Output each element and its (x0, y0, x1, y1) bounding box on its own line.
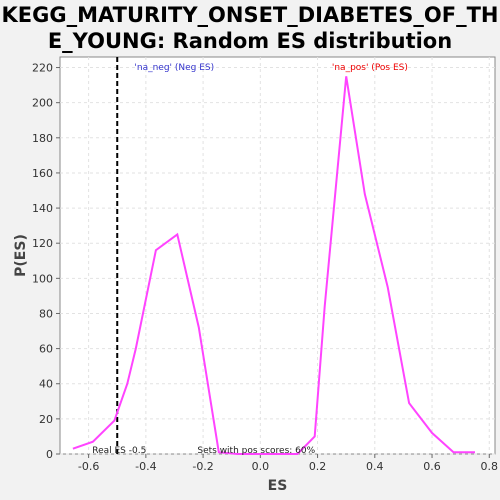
x-tick-label: -0.2 (192, 460, 213, 473)
y-tick-label: 60 (39, 343, 53, 356)
y-tick-label: 120 (32, 237, 53, 250)
grid-lines (60, 57, 495, 455)
real-es-label: Real ES -0.5 (92, 446, 146, 456)
y-tick-label: 180 (32, 132, 53, 145)
x-tick-label: 0.2 (309, 460, 327, 473)
y-tick-label: 80 (39, 307, 53, 320)
y-axis-label: P(ES) (13, 234, 29, 277)
pos-scores-label: Sets with pos scores: 60% (197, 446, 315, 456)
y-tick-label: 0 (46, 448, 53, 461)
y-tick-label: 20 (39, 413, 53, 426)
y-tick-label: 140 (32, 202, 53, 215)
y-tick-label: 220 (32, 62, 53, 75)
y-tick-label: 100 (32, 272, 53, 285)
plot-area (59, 56, 496, 455)
x-axis-label: ES (268, 478, 288, 494)
series-line (72, 76, 475, 455)
x-tick-label: 0.4 (366, 460, 384, 473)
annotation-pos-es: 'na_pos' (Pos ES) (332, 63, 408, 73)
chart-title: KEGG_MATURITY_ONSET_DIABETES_OF_THE_YOUN… (1, 3, 499, 53)
x-tick-label: 0.8 (481, 460, 499, 473)
annotation-neg-es: 'na_neg' (Neg ES) (134, 63, 214, 73)
y-tick-label: 40 (39, 378, 53, 391)
x-tick-label: 0.6 (423, 460, 441, 473)
x-tick-label: -0.4 (135, 460, 156, 473)
x-tick-label: 0.0 (252, 460, 270, 473)
x-tick-label: -0.6 (78, 460, 99, 473)
y-tick-label: 200 (32, 97, 53, 110)
x-axis-ticks: -0.6 -0.4 -0.2 0.0 0.2 0.4 0.6 0.8 (78, 454, 498, 473)
y-axis-ticks: 0 20 40 60 80 100 120 140 160 180 200 220 (32, 62, 60, 461)
y-tick-label: 160 (32, 167, 53, 180)
